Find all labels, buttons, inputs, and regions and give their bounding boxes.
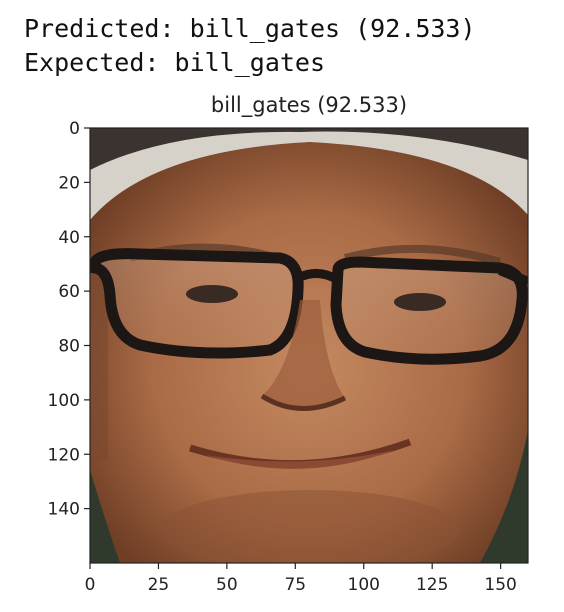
y-tick-label: 60 [58, 282, 80, 302]
y-tick-label: 40 [58, 228, 80, 248]
face-image [90, 128, 528, 563]
x-tick-label: 100 [348, 575, 380, 595]
y-tick-label: 140 [48, 500, 80, 520]
y-tick-label: 20 [58, 173, 80, 193]
x-tick-label: 125 [416, 575, 448, 595]
x-tick-label: 25 [148, 575, 170, 595]
x-tick-label: 50 [216, 575, 238, 595]
y-axis: 0 20 40 60 80 100 120 140 [48, 119, 90, 520]
y-tick-label: 120 [48, 445, 80, 465]
y-tick-label: 80 [58, 337, 80, 357]
plot-title: bill_gates (92.533) [210, 93, 408, 117]
y-tick-label: 0 [69, 119, 80, 139]
x-tick-label: 0 [85, 575, 96, 595]
predicted-output-line: Predicted: bill_gates (92.533) [24, 14, 476, 43]
y-tick-label: 100 [48, 391, 80, 411]
x-tick-label: 75 [284, 575, 306, 595]
x-tick-label: 150 [484, 575, 516, 595]
x-axis: 0 25 50 75 100 125 150 [85, 563, 517, 595]
expected-output-line: Expected: bill_gates [24, 48, 326, 77]
